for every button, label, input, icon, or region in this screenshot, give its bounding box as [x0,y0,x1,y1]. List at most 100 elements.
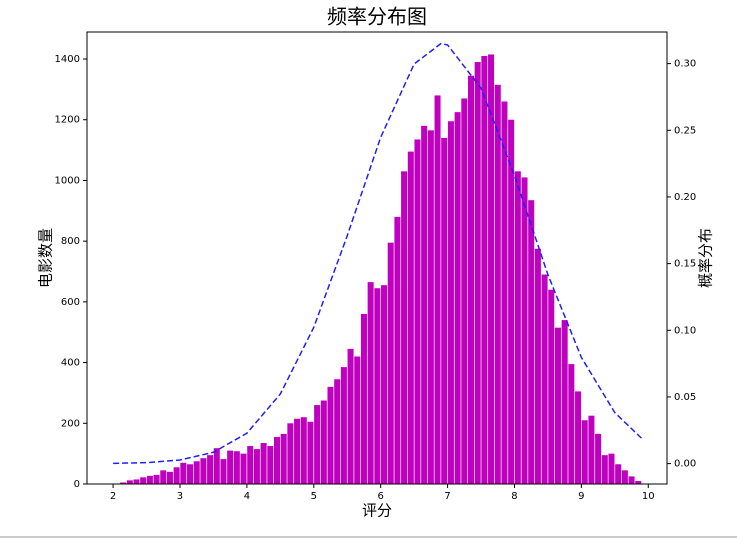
bar [381,285,388,484]
bar [595,433,602,484]
bar [287,423,294,484]
bar [334,379,341,484]
y2-tick-label: 0.30 [674,59,696,70]
bar [166,471,173,484]
x-tick-label: 8 [511,491,517,502]
x-tick-label: 5 [311,491,317,502]
bar [173,467,180,484]
bar [514,171,521,484]
bar [153,474,160,484]
x-tick-label: 3 [177,491,183,502]
y2-tick-label: 0.25 [674,125,696,136]
bar [146,475,153,484]
y-tick-label: 400 [61,358,80,369]
bar [521,177,528,484]
chart-title: 频率分布图 [327,5,427,29]
bar [601,455,608,484]
bar [588,415,595,484]
y2-tick-label: 0.05 [674,392,696,403]
bar [387,242,394,484]
bar [467,75,475,484]
bar [120,482,127,484]
bar [461,98,468,484]
x-tick-label: 4 [244,491,250,502]
bar [207,455,214,484]
y-tick-label: 1200 [55,115,80,126]
bar [608,453,615,484]
y2-tick-label: 0.20 [674,192,696,203]
bar [501,101,508,485]
bar [213,448,220,484]
bar [554,327,561,484]
y-tick-label: 200 [61,418,80,429]
bar [126,480,133,484]
y2-tick-label: 0.15 [674,259,696,270]
bar [267,446,274,484]
bar [347,348,354,484]
x-tick-label: 2 [110,491,116,502]
bar [340,367,347,484]
y2-tick-label: 0.10 [674,325,696,336]
bar [233,451,240,484]
bar [615,464,622,484]
bar [253,449,260,484]
bar [561,320,568,484]
y-tick-label: 1000 [55,175,80,186]
bar [320,400,327,484]
bar [494,84,501,485]
y-tick-label: 0 [74,479,80,490]
bar [568,364,575,484]
bar [260,443,267,484]
bar [240,453,247,484]
bar [360,314,367,484]
bar [528,200,535,484]
bar [581,420,588,484]
bar [427,130,434,484]
x-axis-label: 评分 [362,502,392,520]
bar [227,450,234,484]
bar [374,288,381,484]
y2-axis-label: 概率分布 [697,228,715,288]
bar [401,171,408,484]
bar [434,95,441,485]
bar [621,470,628,484]
bar [421,125,428,484]
bar [441,137,448,484]
bar [314,405,321,484]
bar [220,459,227,484]
bar [488,54,495,484]
bar [454,112,461,484]
bar [548,289,555,484]
bar [414,139,421,485]
bar [300,417,307,484]
y-axis-label: 电影数量 [37,228,55,288]
bar [447,121,454,485]
x-tick-label: 10 [642,491,655,502]
bar [534,248,541,484]
bar [575,391,582,484]
bar [354,356,361,484]
bar [180,462,187,484]
bar [474,62,481,485]
plot-frame [86,31,668,485]
bar [193,461,200,484]
bar [247,446,254,484]
x-tick-label: 7 [444,491,450,502]
bar [160,470,167,484]
bar [273,436,280,484]
bar [140,477,147,484]
bar [307,421,314,484]
bar [187,464,194,484]
x-tick-label: 6 [377,491,383,502]
bar [407,151,414,484]
bar [394,216,401,485]
bar [294,418,301,484]
bar [508,119,515,485]
bar [200,458,207,484]
y-tick-label: 800 [61,236,80,247]
bar [635,480,642,484]
density-curve [113,42,643,465]
y-tick-label: 1400 [55,54,80,65]
